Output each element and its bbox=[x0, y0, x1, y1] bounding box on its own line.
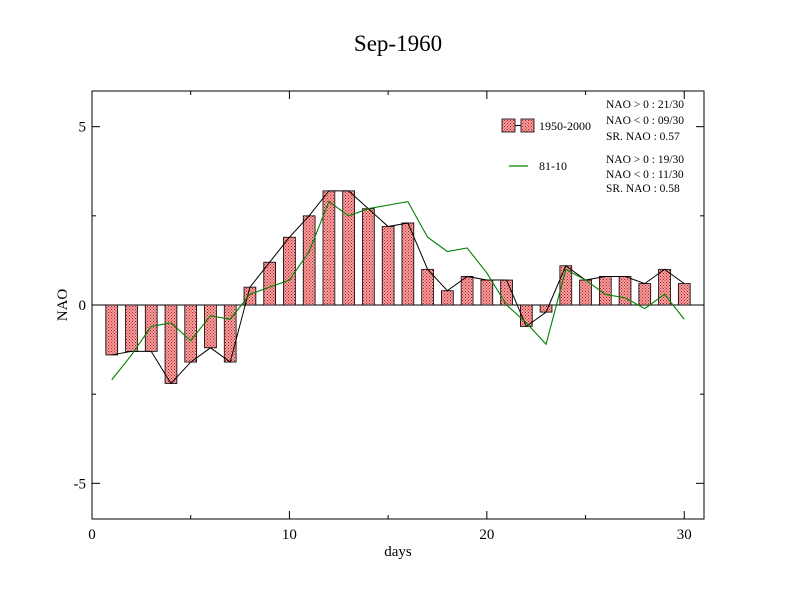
line-series bbox=[111, 190, 685, 385]
bar bbox=[184, 304, 198, 363]
bar bbox=[105, 304, 119, 356]
legend-swatch-right bbox=[520, 118, 535, 133]
x-tick-label: 10 bbox=[282, 527, 297, 543]
stat-nao-neg-8110: NAO < 0 : 11/30 bbox=[606, 169, 684, 181]
bar bbox=[144, 304, 158, 352]
bar bbox=[677, 283, 691, 306]
bar bbox=[638, 283, 652, 306]
axis-ticks bbox=[91, 91, 704, 519]
bar bbox=[441, 290, 454, 306]
stat-nao-pos-8110: NAO > 0 : 19/30 bbox=[606, 154, 684, 166]
bar bbox=[204, 304, 217, 349]
bar bbox=[322, 190, 336, 306]
bar bbox=[401, 222, 415, 306]
stat-nao-neg-1950: NAO < 0 : 09/30 bbox=[606, 115, 684, 127]
y-tick-label: 5 bbox=[79, 120, 87, 136]
legend-entry-1950-2000: 1950-2000 bbox=[501, 118, 591, 133]
stats-1950-2000: NAO > 0 : 21/30 NAO < 0 : 09/30 SR. NAO … bbox=[606, 99, 684, 143]
bar bbox=[480, 279, 494, 306]
y-tick-label: 0 bbox=[79, 298, 87, 314]
bar bbox=[460, 276, 474, 306]
tick-labels: 0 10 20 30 -5 0 5 bbox=[74, 120, 692, 543]
stat-sr-nao-1950: SR. NAO : 0.57 bbox=[606, 131, 680, 143]
x-tick-label: 20 bbox=[479, 527, 494, 543]
bar bbox=[362, 208, 375, 306]
x-tick-label: 30 bbox=[677, 527, 692, 543]
x-axis-label: days bbox=[384, 544, 412, 560]
y-axis-label: NAO bbox=[55, 289, 71, 322]
legend-label-1950-2000: 1950-2000 bbox=[539, 119, 591, 133]
legend-label-81-10: 81-10 bbox=[539, 159, 567, 173]
bar bbox=[421, 268, 434, 306]
bar bbox=[500, 279, 513, 306]
line-1950-2000 bbox=[111, 190, 685, 385]
bar bbox=[125, 304, 138, 352]
bar bbox=[342, 190, 355, 306]
bar bbox=[164, 304, 178, 384]
bar-series-1950-2000 bbox=[105, 190, 691, 384]
x-tick-label: 0 bbox=[88, 527, 96, 543]
legend: 1950-2000 81-10 NAO > 0 : 21/30 NAO < 0 … bbox=[501, 99, 684, 195]
stat-sr-nao-8110: SR. NAO : 0.58 bbox=[606, 183, 680, 195]
legend-swatch-left bbox=[501, 118, 516, 133]
stats-81-10: NAO > 0 : 19/30 NAO < 0 : 11/30 SR. NAO … bbox=[606, 154, 684, 195]
line-81-10 bbox=[111, 200, 685, 381]
chart-title: Sep-1960 bbox=[354, 31, 442, 56]
bar bbox=[283, 236, 296, 306]
bar bbox=[302, 215, 316, 306]
bar bbox=[263, 261, 277, 306]
y-tick-label: -5 bbox=[74, 476, 87, 492]
legend-entry-81-10: 81-10 bbox=[509, 159, 567, 173]
bar bbox=[579, 279, 592, 306]
stat-nao-pos-1950: NAO > 0 : 21/30 bbox=[606, 99, 684, 111]
bar bbox=[381, 226, 395, 306]
